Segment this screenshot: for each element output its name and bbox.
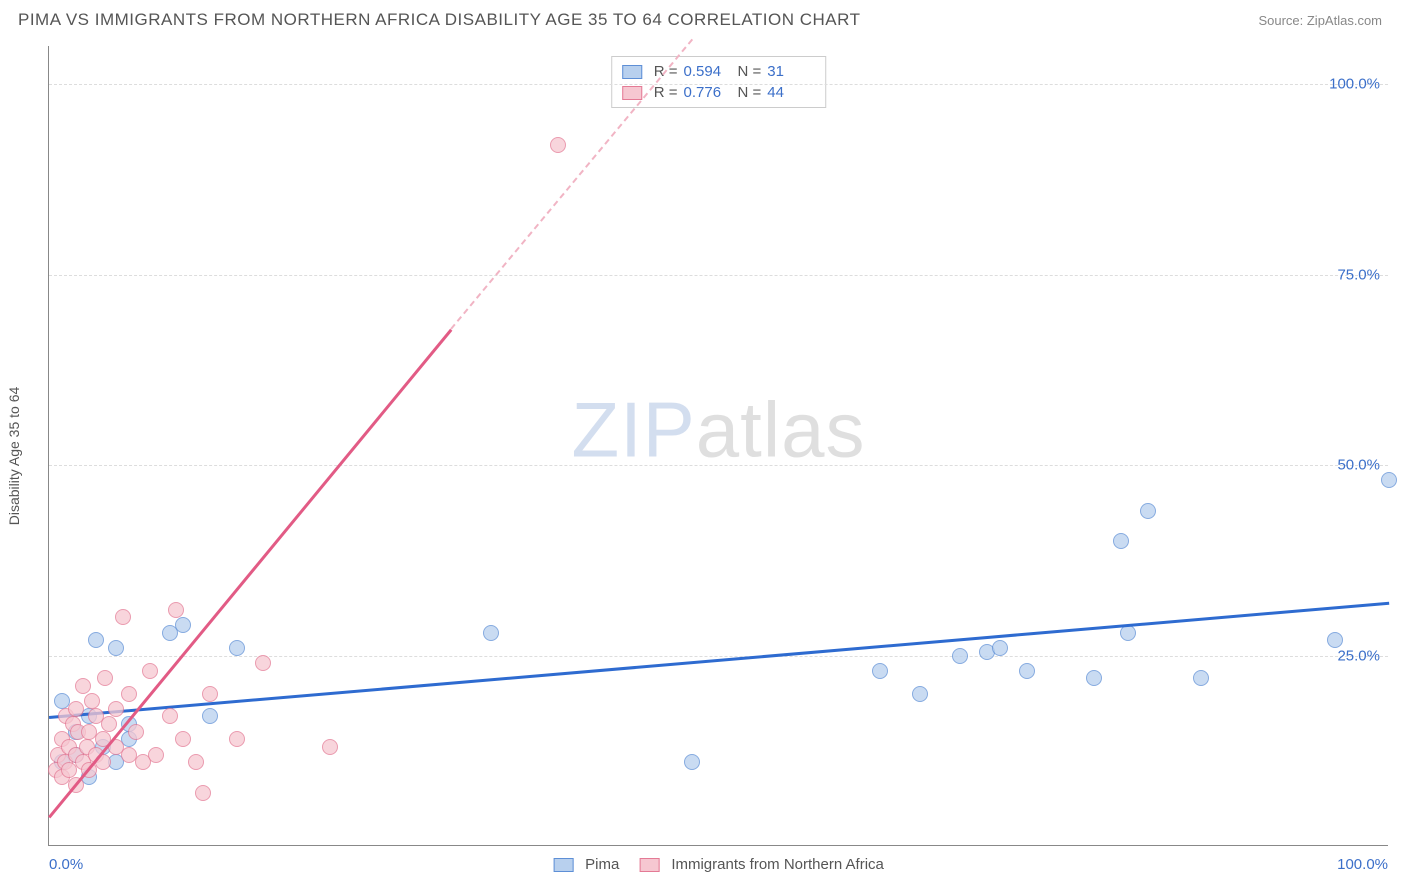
scatter-point <box>121 686 137 702</box>
r-value-1: 0.776 <box>684 84 732 101</box>
scatter-point <box>108 701 124 717</box>
n-value-1: 44 <box>767 84 815 101</box>
scatter-point <box>202 686 218 702</box>
y-tick-label: 50.0% <box>1337 457 1380 474</box>
gridline <box>49 275 1388 276</box>
chart-header: PIMA VS IMMIGRANTS FROM NORTHERN AFRICA … <box>0 0 1406 36</box>
trend-line <box>48 328 452 817</box>
legend-item-1: Immigrants from Northern Africa <box>639 856 884 873</box>
gridline <box>49 656 1388 657</box>
trend-line-dashed <box>450 39 693 330</box>
stats-row-series-0: R = 0.594 N = 31 <box>622 61 816 82</box>
scatter-point <box>84 693 100 709</box>
scatter-point <box>1193 670 1209 686</box>
scatter-point <box>1140 503 1156 519</box>
scatter-point <box>1019 663 1035 679</box>
legend-label-0: Pima <box>585 856 619 873</box>
scatter-point <box>1120 625 1136 641</box>
watermark-zip: ZIP <box>571 385 695 473</box>
scatter-point <box>1327 632 1343 648</box>
y-tick-label: 100.0% <box>1329 76 1380 93</box>
scatter-point <box>168 602 184 618</box>
scatter-point <box>97 670 113 686</box>
scatter-point <box>175 731 191 747</box>
watermark-atlas: atlas <box>696 385 866 473</box>
scatter-point <box>68 701 84 717</box>
scatter-point <box>684 754 700 770</box>
scatter-point <box>912 686 928 702</box>
y-tick-label: 75.0% <box>1337 266 1380 283</box>
legend-label-1: Immigrants from Northern Africa <box>671 856 884 873</box>
swatch-series-1 <box>622 86 642 100</box>
scatter-point <box>992 640 1008 656</box>
scatter-point <box>188 754 204 770</box>
r-value-0: 0.594 <box>684 63 732 80</box>
chart-container: Disability Age 35 to 64 ZIPatlas R = 0.5… <box>0 36 1406 876</box>
scatter-point <box>483 625 499 641</box>
scatter-point <box>952 648 968 664</box>
scatter-point <box>255 655 271 671</box>
r-label: R = <box>654 84 678 101</box>
swatch-series-0 <box>622 65 642 79</box>
y-axis-label: Disability Age 35 to 64 <box>6 387 22 526</box>
scatter-point <box>550 137 566 153</box>
scatter-point <box>1381 472 1397 488</box>
scatter-point <box>1113 533 1129 549</box>
scatter-point <box>142 663 158 679</box>
scatter-point <box>175 617 191 633</box>
scatter-point <box>101 716 117 732</box>
scatter-point <box>229 731 245 747</box>
stats-row-series-1: R = 0.776 N = 44 <box>622 82 816 103</box>
scatter-point <box>229 640 245 656</box>
trend-line <box>49 602 1389 719</box>
gridline <box>49 84 1388 85</box>
scatter-point <box>202 708 218 724</box>
scatter-point <box>75 678 91 694</box>
n-value-0: 31 <box>767 63 815 80</box>
bottom-legend: Pima Immigrants from Northern Africa <box>553 856 884 873</box>
plot-area: ZIPatlas R = 0.594 N = 31 R = 0.776 N = … <box>48 46 1388 846</box>
scatter-point <box>322 739 338 755</box>
legend-item-0: Pima <box>553 856 619 873</box>
x-tick-label: 100.0% <box>1337 856 1388 873</box>
x-tick-label: 0.0% <box>49 856 83 873</box>
scatter-point <box>148 747 164 763</box>
scatter-point <box>115 609 131 625</box>
scatter-point <box>108 640 124 656</box>
n-label: N = <box>738 63 762 80</box>
scatter-point <box>195 785 211 801</box>
gridline <box>49 465 1388 466</box>
scatter-point <box>872 663 888 679</box>
scatter-point <box>88 632 104 648</box>
legend-swatch-1 <box>639 858 659 872</box>
scatter-point <box>162 708 178 724</box>
chart-source: Source: ZipAtlas.com <box>1258 13 1382 28</box>
scatter-point <box>1086 670 1102 686</box>
y-tick-label: 25.0% <box>1337 647 1380 664</box>
legend-swatch-0 <box>553 858 573 872</box>
stats-legend: R = 0.594 N = 31 R = 0.776 N = 44 <box>611 56 827 108</box>
chart-title: PIMA VS IMMIGRANTS FROM NORTHERN AFRICA … <box>18 10 861 30</box>
watermark: ZIPatlas <box>571 384 865 475</box>
scatter-point <box>128 724 144 740</box>
n-label: N = <box>738 84 762 101</box>
